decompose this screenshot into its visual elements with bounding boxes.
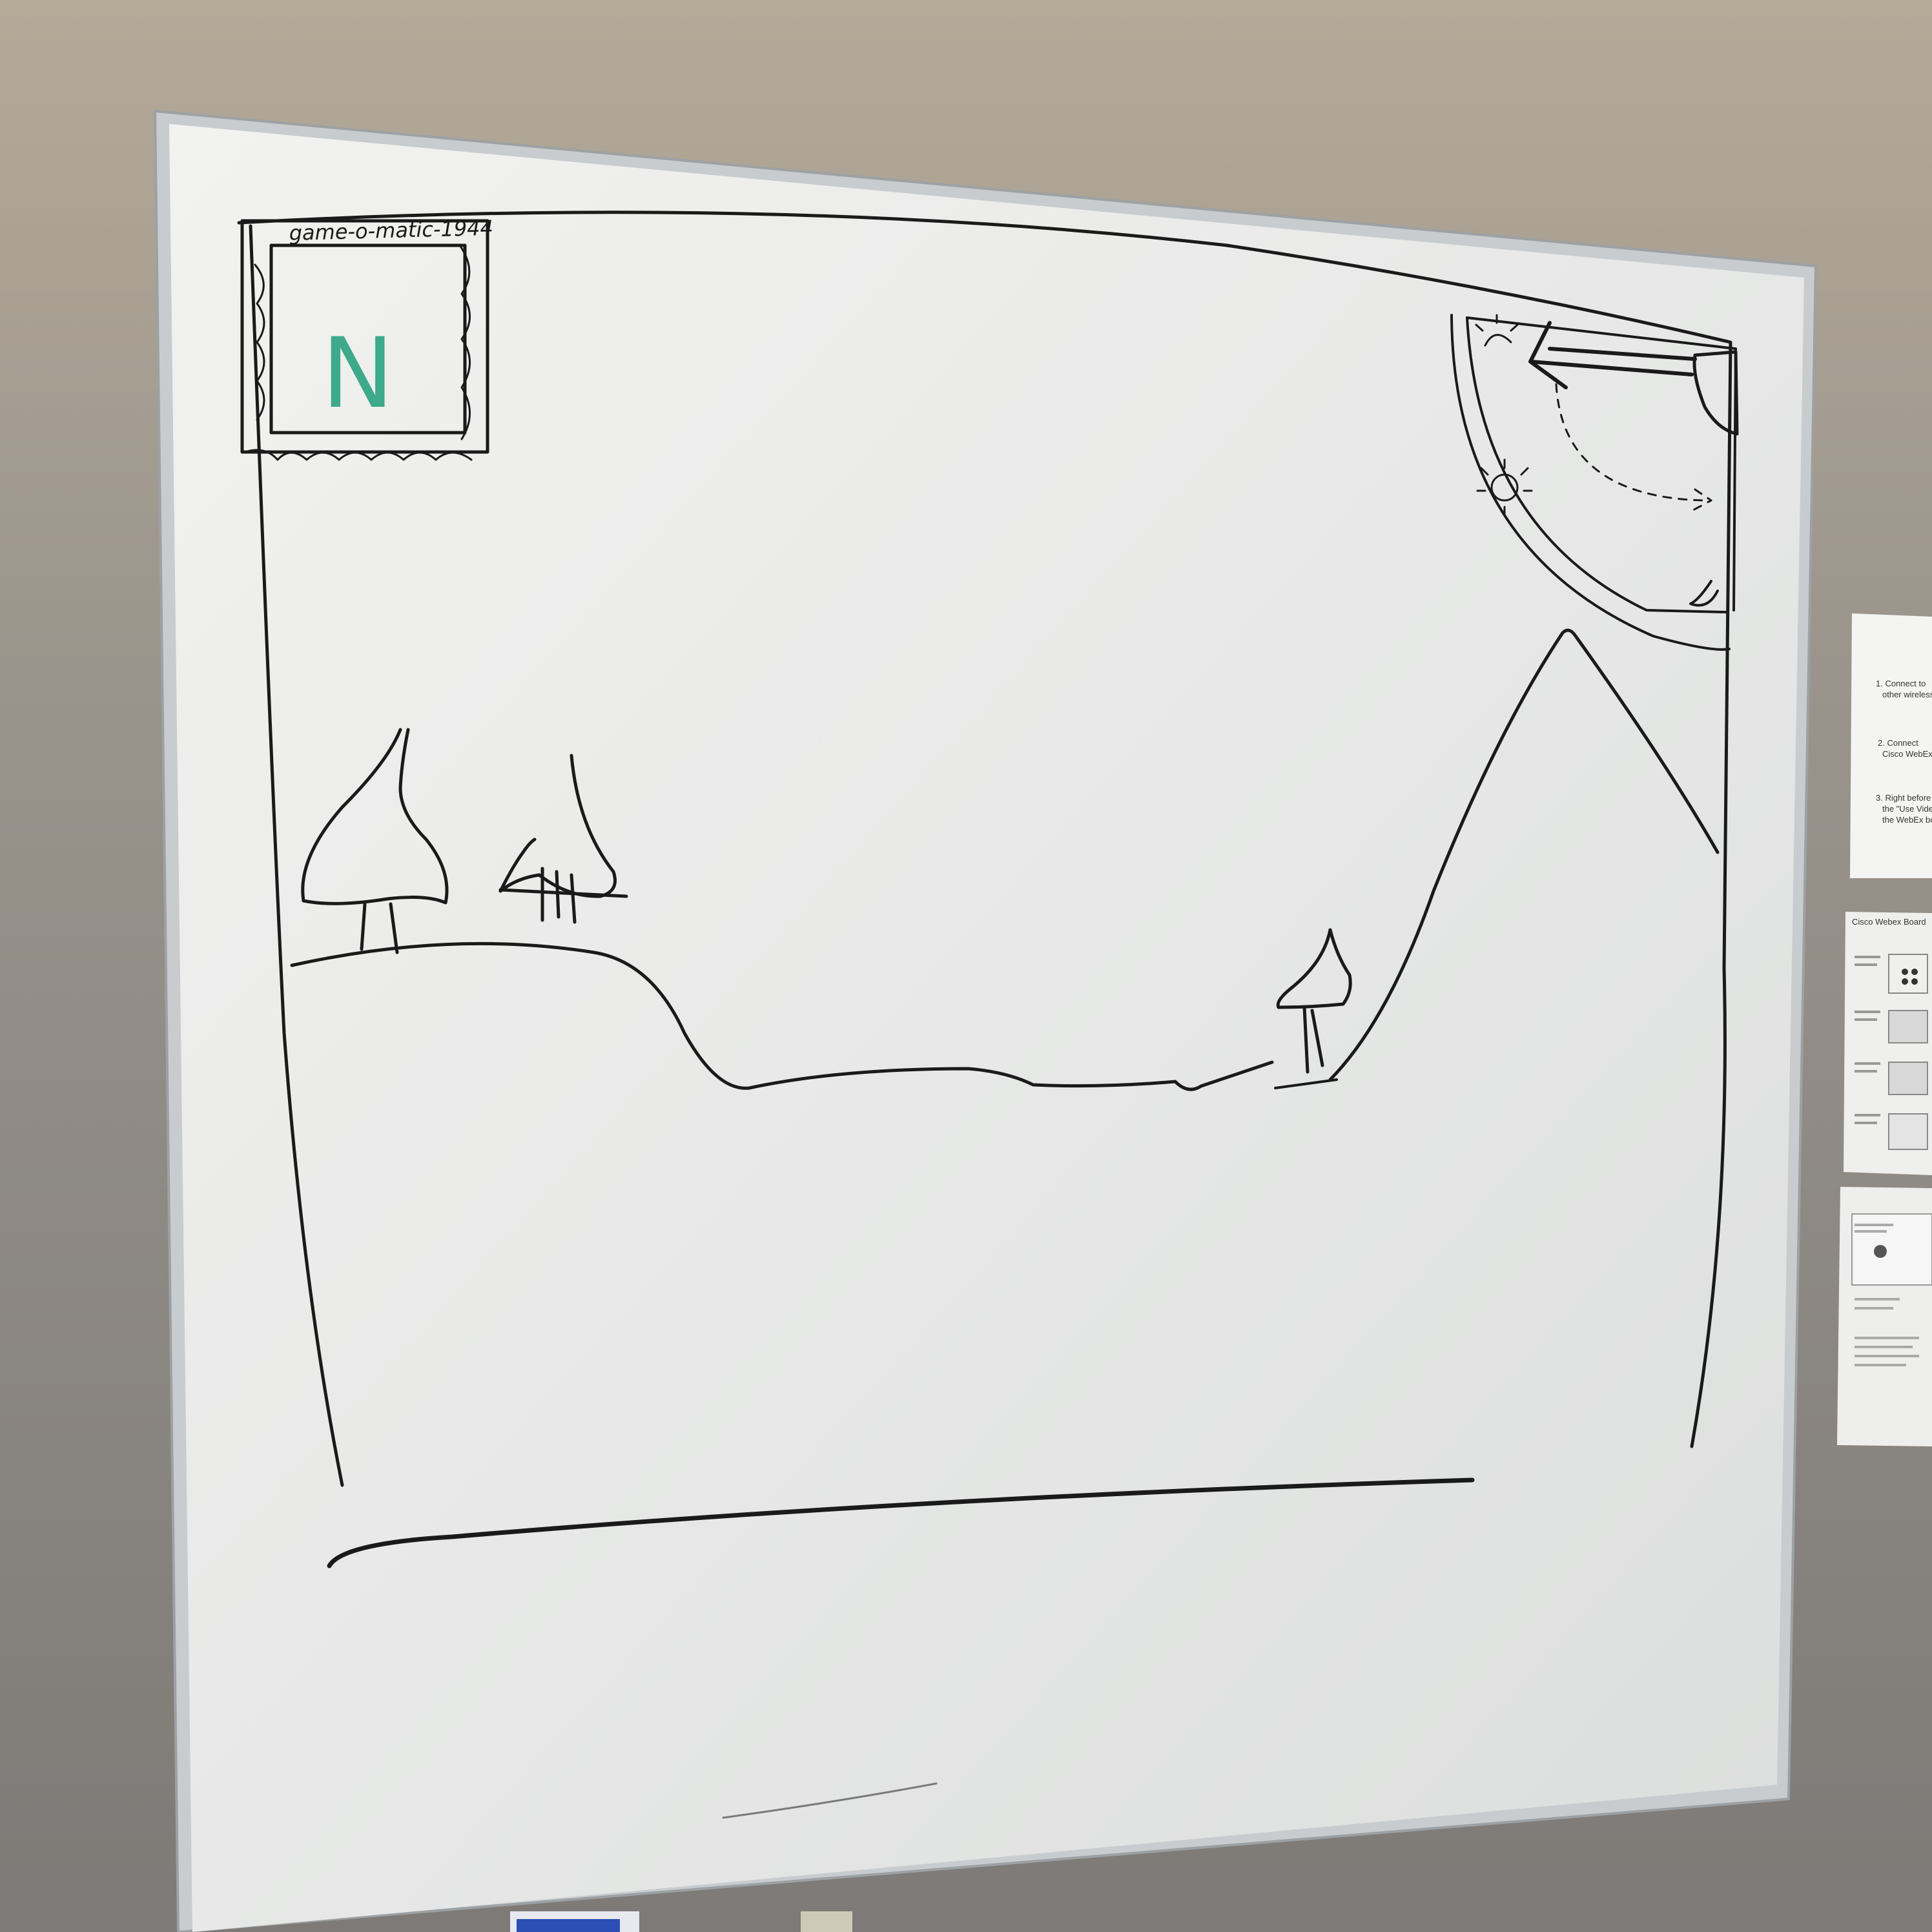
paper-step-1a: 1. Connect to bbox=[1876, 679, 1926, 688]
game-title: game-o-matic-1944 bbox=[289, 216, 493, 245]
arrow-icon bbox=[1528, 321, 1697, 389]
paper-step-2a: 2. Connect bbox=[1878, 738, 1918, 748]
tree-middle bbox=[498, 754, 628, 924]
paper-step-3a: 3. Right before bbox=[1876, 793, 1931, 803]
whiteboard-surface bbox=[169, 124, 1804, 1932]
paper-2-heading: Cisco Webex Board bbox=[1852, 917, 1926, 927]
day-night-panel bbox=[1450, 314, 1739, 651]
tree-right bbox=[1276, 928, 1352, 1074]
marker-blue bbox=[517, 1919, 620, 1932]
sun-icon bbox=[1475, 314, 1533, 517]
ground-line bbox=[327, 1477, 1475, 1568]
score-panel: game-o-matic-1944 N bbox=[240, 216, 493, 461]
paper-step-1b: other wireless bbox=[1882, 690, 1932, 699]
wall-paper-1: 1. Connect to other wireless 2. Connect … bbox=[1850, 613, 1932, 878]
whiteboard bbox=[153, 109, 1818, 1932]
tray-object bbox=[801, 1911, 852, 1932]
paper-step-3c: the WebEx boa bbox=[1882, 815, 1932, 825]
terrain-line bbox=[290, 941, 1274, 1091]
game-window-outline bbox=[237, 211, 1732, 1487]
wall-paper-2: Cisco Webex Board bbox=[1844, 912, 1932, 1175]
moon-icon bbox=[1689, 580, 1719, 607]
paper-step-2b: Cisco WebEx bbox=[1882, 749, 1932, 759]
tree-left bbox=[301, 728, 449, 954]
sun-path bbox=[1555, 383, 1712, 511]
paper-step-3b: the "Use Video bbox=[1882, 804, 1932, 814]
mountain bbox=[1328, 628, 1720, 1082]
game-sketch: game-o-matic-1944 N bbox=[237, 211, 1739, 1819]
wall-paper-3 bbox=[1837, 1187, 1932, 1446]
score-digit: N bbox=[322, 318, 396, 430]
smudge bbox=[722, 1782, 938, 1819]
